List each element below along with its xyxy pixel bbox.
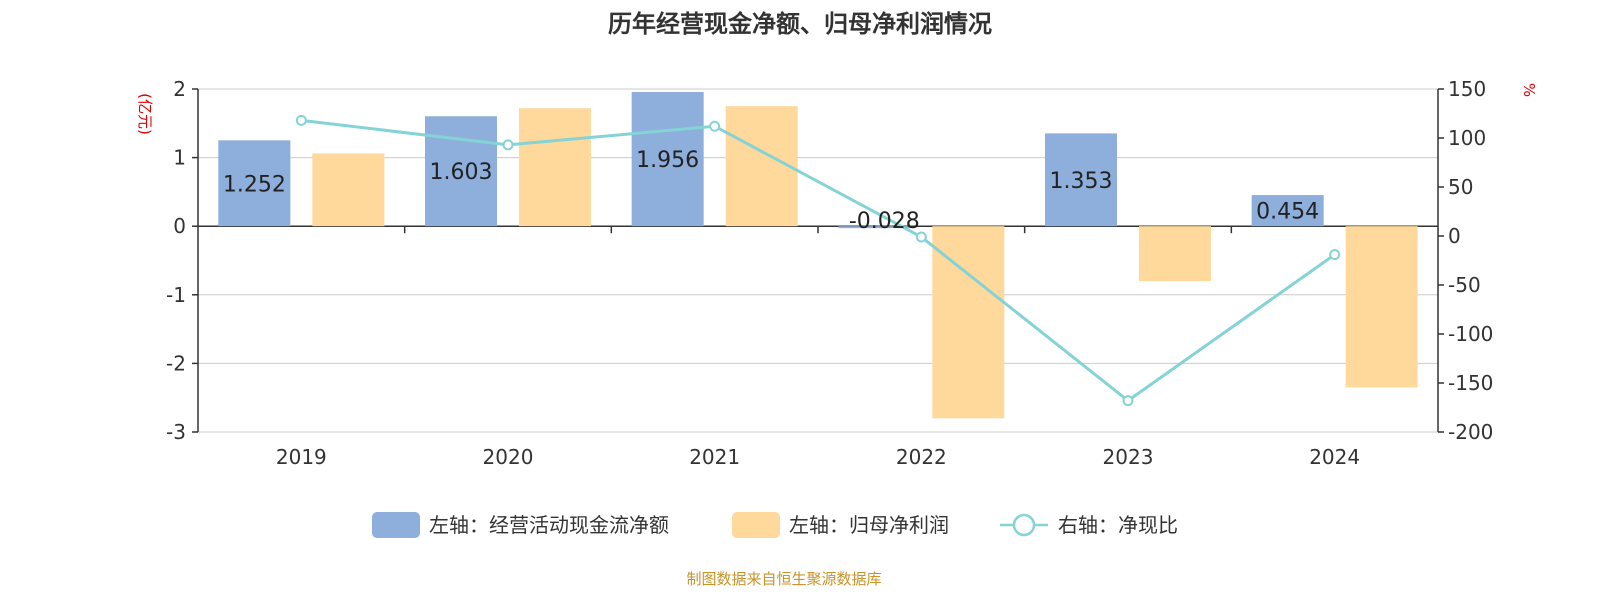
right-tick-label: -150 <box>1448 371 1493 395</box>
cashflow-data-label: 1.353 <box>1050 169 1113 194</box>
cashflow-bar <box>838 226 911 229</box>
net-profit-bar <box>1139 226 1211 282</box>
legend[interactable]: 左轴：经营活动现金流净额 左轴：归母净利润 右轴：净现比 <box>372 512 1178 538</box>
cashflow-bar <box>1251 195 1324 227</box>
axes <box>197 89 1439 432</box>
right-tick-label: -200 <box>1448 420 1493 444</box>
net-profit-bar <box>312 153 385 227</box>
ratio-line <box>295 114 1341 407</box>
cashflow-data-label: 1.252 <box>223 172 286 197</box>
cashflow-bar <box>1045 133 1117 227</box>
ratio-line-point <box>502 139 514 151</box>
chart-title: 历年经营现金净额、归母净利润情况 <box>608 10 992 38</box>
left-tick-label: 0 <box>173 214 186 238</box>
legend-swatch-cashflow[interactable] <box>372 512 420 538</box>
cashflow-data-label: -0.028 <box>849 209 920 234</box>
x-tick-label: 2023 <box>1103 445 1154 469</box>
cashflow-data-label: 1.956 <box>636 148 699 173</box>
net-profit-bar <box>519 108 591 227</box>
cashflow-bar <box>218 140 291 227</box>
ratio-line-path <box>301 118 1336 403</box>
bars <box>218 92 1418 419</box>
ratio-line-point <box>915 231 927 243</box>
x-axis-ticks: 2019 2020 2021 2022 2023 2024 <box>276 226 1360 469</box>
cashflow-data-label: 1.603 <box>430 160 493 185</box>
left-axis-unit: (亿元) <box>136 93 154 135</box>
left-tick-label: 1 <box>173 146 186 170</box>
x-tick-label: 2019 <box>276 445 327 469</box>
cashflow-bar <box>425 116 497 227</box>
legend-label-net-profit[interactable]: 左轴：归母净利润 <box>789 513 949 537</box>
left-tick-label: 2 <box>173 77 186 101</box>
x-tick-label: 2021 <box>689 445 740 469</box>
x-tick-label: 2020 <box>483 445 534 469</box>
right-tick-label: -100 <box>1448 322 1493 346</box>
net-profit-bar <box>1345 226 1418 388</box>
x-tick-label: 2022 <box>896 445 947 469</box>
cashflow-bar <box>631 92 704 227</box>
right-tick-label: 150 <box>1448 77 1486 101</box>
net-profit-bar <box>932 226 1005 419</box>
ratio-line-point <box>1122 395 1134 407</box>
legend-label-ratio[interactable]: 右轴：净现比 <box>1058 513 1178 537</box>
x-tick-label: 2024 <box>1309 445 1360 469</box>
legend-swatch-net-profit[interactable] <box>732 512 780 538</box>
right-tick-label: -50 <box>1448 273 1481 297</box>
right-tick-label: 50 <box>1448 175 1473 199</box>
legend-swatch-ratio-marker[interactable] <box>1012 513 1036 537</box>
left-tick-label: -2 <box>166 351 186 375</box>
right-axis-unit: % <box>1520 83 1538 97</box>
cashflow-data-label: 0.454 <box>1256 200 1319 225</box>
ratio-line-point <box>1329 249 1341 261</box>
data-labels: 1.252 1.603 1.956 -0.028 1.353 0.454 <box>223 148 1319 234</box>
legend-label-cashflow[interactable]: 左轴：经营活动现金流净额 <box>429 513 669 537</box>
ratio-line-point <box>709 120 721 132</box>
source-note: 制图数据来自恒生聚源数据库 <box>686 570 881 588</box>
gridlines <box>198 88 1438 433</box>
right-tick-label: 100 <box>1448 126 1486 150</box>
right-axis-ticks: 150 100 50 0 -50 -100 -150 -200 <box>1438 77 1493 444</box>
right-tick-label: 0 <box>1448 224 1461 248</box>
ratio-line-point <box>295 114 307 126</box>
left-tick-label: -1 <box>166 283 186 307</box>
left-axis-ticks: 2 1 0 -1 -2 -3 <box>166 77 198 444</box>
net-profit-bar <box>725 106 798 227</box>
left-tick-label: -3 <box>166 420 186 444</box>
